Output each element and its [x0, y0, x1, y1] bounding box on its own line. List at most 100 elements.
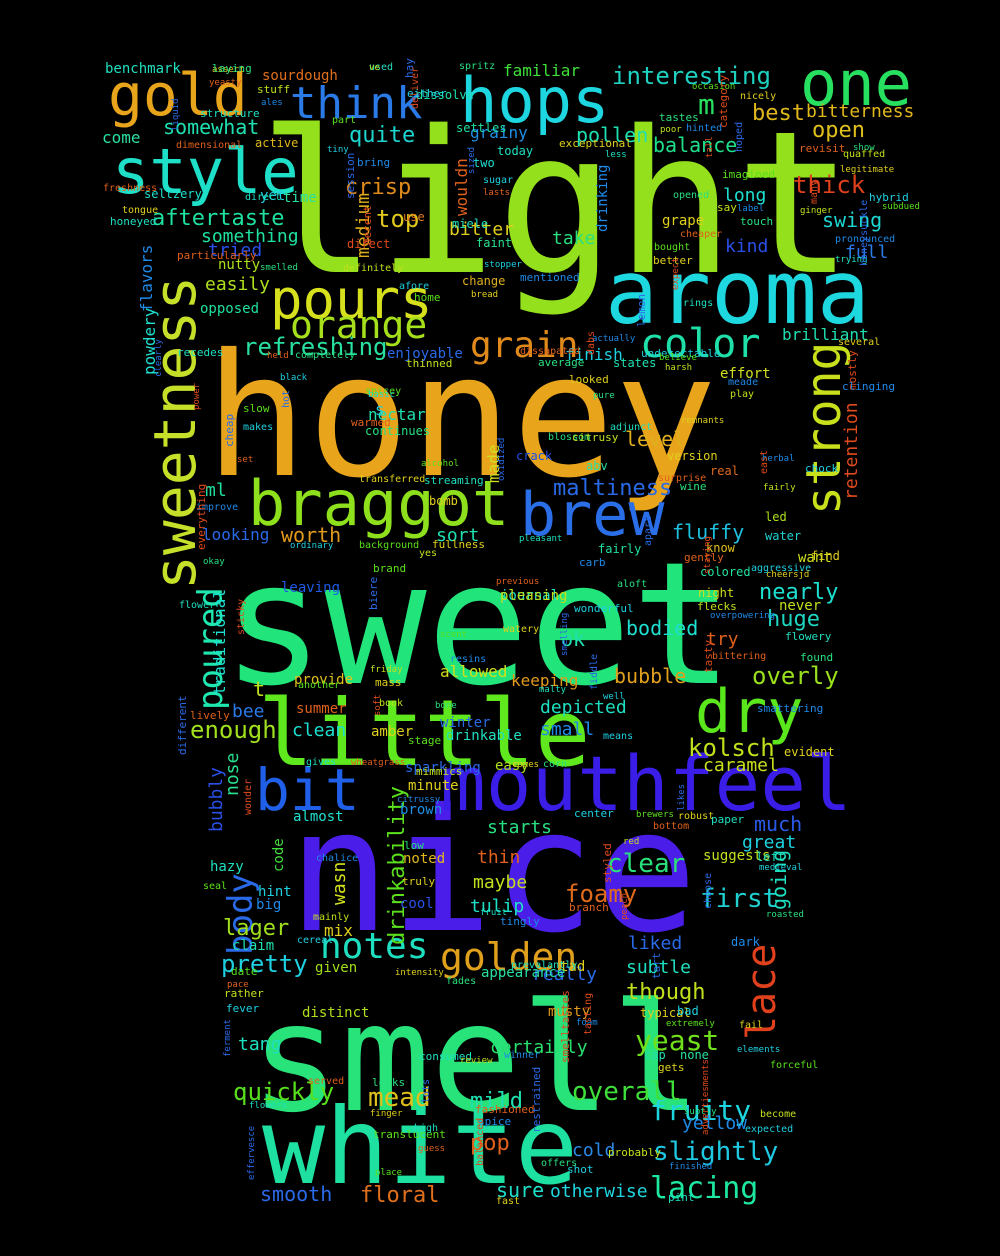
word-one: one [800, 47, 912, 120]
word-touch: touch [740, 215, 773, 228]
word-mouthfeel: mouthfeel [440, 739, 852, 828]
word-spicey: spicey [365, 386, 401, 397]
word-play: play [730, 389, 754, 400]
word-flower: flower [179, 600, 215, 611]
word-caramel: caramel [703, 755, 779, 776]
word-thin: thin [477, 847, 520, 868]
word-finish: finish [565, 345, 623, 364]
word-clinging: clinging [842, 380, 895, 393]
word-revisit: revisit [799, 142, 845, 155]
word-small: small [540, 719, 594, 740]
word-retention: retention [841, 402, 862, 500]
word-probably: probably [608, 1146, 661, 1159]
word-certainly: certainly [490, 1037, 588, 1058]
word-rings: rings [683, 298, 713, 309]
word-previous: previous [496, 577, 539, 587]
word-peach: peach [620, 893, 630, 920]
word-label: label [737, 204, 764, 214]
word-elements: elements [737, 1045, 780, 1055]
word-lager: lager [223, 916, 289, 941]
word-streaming: streaming [424, 474, 484, 487]
word-extremely: extremely [666, 1019, 715, 1029]
word-wheatgrass: wheatgrass [351, 758, 405, 768]
word-tastes: tastes [659, 111, 699, 124]
word-clean: clean [292, 720, 346, 741]
word-center: center [574, 807, 614, 820]
word-open: open [812, 118, 865, 143]
word-stuff: stuff [257, 83, 290, 96]
word-believe: believe [659, 353, 697, 363]
word-watery: watery [503, 624, 539, 635]
word-spritz: spritz [459, 61, 495, 72]
word-chock: chock [805, 462, 838, 475]
word-pure: pure [593, 391, 615, 401]
word-ve: ve [369, 63, 380, 73]
word-noted: noted [403, 851, 445, 867]
word-subtly: subtly [684, 1107, 717, 1117]
word-s: s [375, 400, 385, 419]
word-claim: claim [232, 938, 274, 954]
word-pretty: pretty [221, 950, 308, 978]
word-going: going [767, 850, 791, 910]
word-carb: carb [579, 556, 606, 569]
word-styled: styled [601, 843, 614, 883]
word-opened: opened [673, 190, 709, 201]
word-yeasty: yeasty [209, 78, 242, 88]
word-never: never [779, 598, 821, 614]
word-traditional: traditional [210, 589, 229, 695]
word-definitely: definitely [343, 263, 403, 274]
word-lots: lots [421, 1079, 432, 1103]
word-actually: actually [592, 334, 636, 344]
word-direct: direct [347, 237, 390, 251]
word-cap: cap [644, 1048, 666, 1062]
word-real: real [710, 464, 739, 478]
word-nice: nice [288, 773, 697, 971]
word-liquid: liquid [171, 98, 181, 131]
word-honeysuckle: honeysuckle [859, 200, 870, 266]
word-blossom: blossom [548, 432, 590, 443]
word-quickly: quickly [233, 1078, 334, 1106]
word-color: color [640, 321, 760, 367]
word-malty: malty [539, 685, 567, 695]
word-apart: apart [643, 516, 654, 546]
word-brown: brown [400, 802, 442, 818]
word-brew: brew [520, 480, 665, 550]
word-red: red [623, 837, 639, 847]
word-flowers: flowers [249, 1101, 287, 1111]
word-dry: dry [695, 677, 803, 747]
word-consumed: consumed [419, 1050, 472, 1063]
word-fruity: fruity [650, 1094, 751, 1127]
word-served: served [308, 1076, 344, 1087]
word-almost: almost [293, 809, 344, 825]
word-freshness: freshness [103, 183, 157, 194]
word-night: night [698, 586, 734, 600]
word-transferred: transferred [359, 474, 425, 485]
word-though: though [626, 980, 705, 1005]
word-cold: cold [572, 1140, 615, 1161]
word-nectar: nectar [368, 405, 426, 424]
word-mild: mild [470, 1089, 523, 1114]
word-pace: pace [227, 980, 249, 990]
word-roasted: roasted [766, 910, 804, 920]
word-choose: choose [703, 873, 714, 909]
word-huge: huge [767, 607, 820, 632]
word-fashioned: fashioned [475, 1103, 535, 1116]
word-water: water [765, 529, 801, 543]
word-strong: strong [796, 342, 852, 515]
word-dissolve: dissolve [416, 88, 474, 102]
word-dabs: dabs [586, 331, 597, 355]
word-dimensional: dimensional [176, 140, 242, 151]
word-appearance: appearance [481, 965, 565, 981]
word-tall: tall [705, 136, 715, 158]
word-time: time [283, 190, 317, 206]
word-keeping: keeping [511, 671, 578, 690]
word-lively: lively [190, 709, 230, 722]
word-drinkable: drinkable [446, 728, 522, 744]
word-means: means [603, 731, 633, 742]
word-sticky: sticky [236, 599, 247, 635]
word-white: white [262, 1086, 578, 1208]
word-decent: decent [361, 205, 374, 245]
word-effervesce: effervesce [247, 1126, 257, 1180]
